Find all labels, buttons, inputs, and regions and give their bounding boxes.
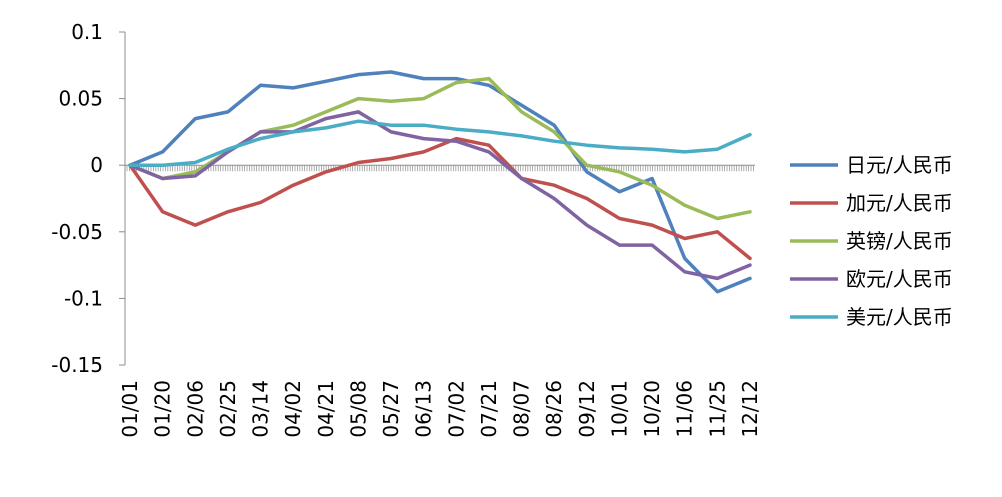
series-line-3: [128, 110, 752, 281]
series-line-1: [128, 136, 752, 261]
x-tick-label: 08/26: [542, 380, 566, 438]
axes: 0.1 0.05 0 -0.05 -0.1 -0.15 01/01 01/20 02/06 02/…: [51, 20, 762, 438]
x-tick-label: 05/08: [346, 380, 370, 438]
y-tick-label: -0.15: [51, 353, 103, 377]
y-tick-label: -0.1: [64, 286, 103, 310]
x-tick-label: 02/25: [216, 380, 240, 438]
x-tick-label: 11/25: [705, 380, 729, 438]
legend-label-2: 英镑/人民币: [846, 229, 953, 253]
x-tick-label: 01/20: [151, 380, 175, 438]
y-tick-label: 0.05: [58, 87, 103, 111]
x-tick-label: 07/21: [477, 380, 501, 438]
x-tick-label: 11/06: [673, 380, 697, 438]
series-line-0: [128, 70, 752, 294]
x-tick-label: 03/14: [249, 380, 273, 438]
y-tick-label: -0.05: [51, 220, 103, 244]
x-tick-label: 06/13: [412, 380, 436, 438]
series-line-4: [128, 119, 752, 167]
x-tick-label: 07/02: [444, 380, 468, 438]
x-tick-label: 08/07: [510, 380, 534, 438]
legend-label-1: 加元/人民币: [846, 191, 953, 215]
legend-label-4: 美元/人民币: [846, 305, 953, 329]
y-tick-label: 0.1: [71, 20, 103, 44]
series-lines: [128, 70, 752, 294]
legend-label-0: 日元/人民币: [846, 153, 953, 177]
x-tick-label: 04/02: [281, 380, 305, 438]
x-tick-label: 02/06: [183, 380, 207, 438]
y-tick-label: 0: [90, 153, 103, 177]
x-minor-ticks: [126, 165, 754, 172]
x-tick-label: 05/27: [379, 380, 403, 438]
x-tick-label: 04/21: [314, 380, 338, 438]
x-tick-label: 12/12: [738, 380, 762, 438]
x-tick-label: 09/12: [575, 380, 599, 438]
legend-label-3: 欧元/人民币: [846, 267, 953, 291]
x-tick-label: 01/01: [118, 380, 142, 438]
x-tick-label: 10/01: [607, 380, 631, 438]
x-tick-label: 10/20: [640, 380, 664, 438]
